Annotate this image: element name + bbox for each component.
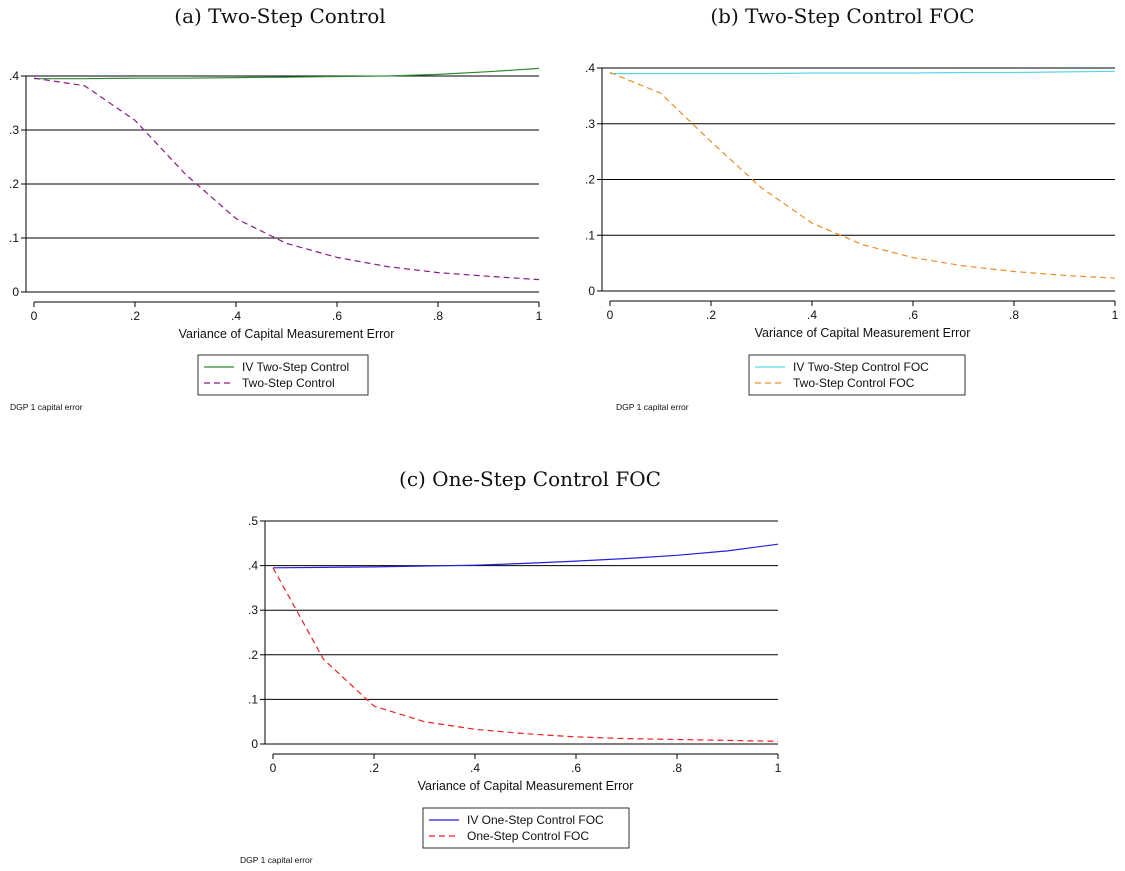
x-tick-label: .2 [130,309,140,323]
x-tick-label: 1 [775,761,782,775]
y-tick-label: 0 [12,285,19,299]
x-tick-label: .8 [433,309,443,323]
x-tick-label: .4 [807,308,817,322]
y-tick-label: .3 [585,117,595,131]
x-tick-label: .4 [470,761,480,775]
y-tick-label: .1 [585,228,595,242]
series-line [272,567,779,742]
chart-note: DGP 1 capital error [616,402,689,412]
panel-a: (a) Two-Step Control 0 .1 .2 .3 .4 0 .2 .4 .6 .8 1… [0,0,560,420]
y-tick-label: .2 [9,177,19,191]
y-tick-label: .2 [248,648,258,662]
y-tick-label: .1 [248,692,258,706]
y-tick-label: .2 [585,173,595,187]
y-tick-label: .4 [9,69,19,83]
legend-label: Two-Step Control FOC [793,376,915,390]
chart-note: DGP 1 capital error [240,855,313,865]
x-tick-label: .8 [1009,308,1019,322]
x-tick-label: 0 [607,308,614,322]
x-axis-title: Variance of Capital Measurement Error [179,327,395,341]
panel-b: (b) Two-Step Control FOC 0 .1 .2 .3 .4 0 .2 .4.… [560,0,1125,420]
series-line [33,77,540,281]
y-tick-label: .1 [9,231,19,245]
legend-box [422,807,630,849]
x-tick-label: .8 [672,761,682,775]
y-tick-label: .4 [585,61,595,75]
x-tick-label: 0 [270,761,277,775]
line-chart-c: 0 .1 .2 .3 .4 .5 0 .2 .4 .6 .8 1 Variance of Capital… [240,514,782,865]
legend-label: IV One-Step Control FOC [467,813,604,827]
legend-label: IV Two-Step Control [242,360,349,374]
line-chart-b: 0 .1 .2 .3 .4 0 .2 .4 .6 .8 1 Variance of Capital M… [585,61,1119,412]
x-tick-label: .6 [908,308,918,322]
x-tick-label: .2 [706,308,716,322]
y-tick-label: 0 [588,284,595,298]
chart-title: (a) Two-Step Control [174,4,386,28]
y-tick-label: .3 [9,123,19,137]
y-tick-label: .3 [248,603,258,617]
chart-title: (c) One-Step Control FOC [399,467,661,491]
x-axis-title: Variance of Capital Measurement Error [755,326,971,340]
legend-label: IV Two-Step Control FOC [793,360,929,374]
x-axis-title: Variance of Capital Measurement Error [418,779,634,793]
y-tick-label: 0 [251,737,258,751]
x-tick-label: 0 [31,309,38,323]
y-tick-label: .5 [248,514,258,528]
chart-note: DGP 1 capital error [10,402,83,412]
series-line [609,71,1116,279]
x-tick-label: 1 [536,309,543,323]
series-line [34,67,540,80]
x-tick-label: .6 [571,761,581,775]
legend-label: Two-Step Control [242,376,335,390]
legend-box [197,354,369,396]
chart-title: (b) Two-Step Control FOC [710,4,975,28]
x-tick-label: .4 [231,309,241,323]
legend-box [748,354,966,396]
y-tick-label: .4 [248,559,258,573]
x-tick-label: .6 [332,309,342,323]
legend-label: One-Step Control FOC [467,829,589,843]
panel-c: (c) One-Step Control FOC 0 .1 .2 .3 .4 .5 0 .2.… [230,455,830,871]
x-tick-label: 1 [1112,308,1119,322]
series-line [610,70,1116,75]
series-line [272,543,779,569]
x-tick-label: .2 [369,761,379,775]
line-chart-a: 0 .1 .2 .3 .4 0 .2 .4 .6 .8 1 Variance of Capital M… [9,67,543,412]
